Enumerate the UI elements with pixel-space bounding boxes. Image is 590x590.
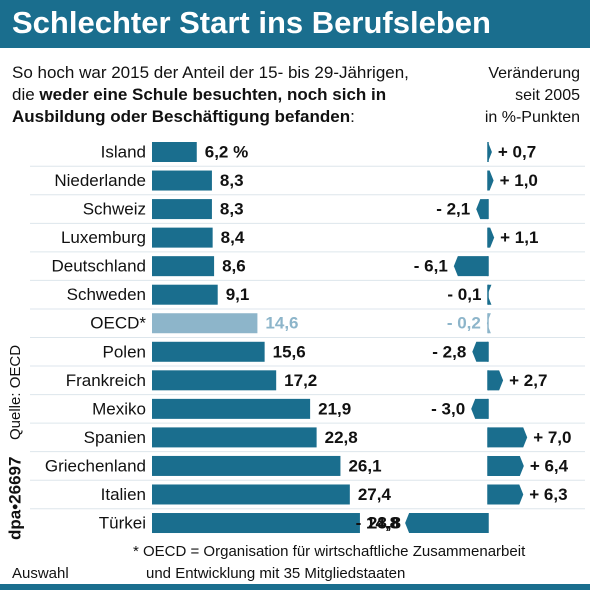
value-label: 27,4	[358, 485, 392, 504]
category-label: Deutschland	[51, 257, 146, 276]
change-bar	[476, 199, 488, 220]
change-label: + 6,3	[529, 485, 567, 504]
subtitle-part: :	[350, 107, 355, 126]
change-bar	[488, 455, 524, 476]
category-label: Mexiko	[92, 399, 146, 418]
value-label: 8,6	[222, 257, 246, 276]
change-bar	[488, 370, 504, 391]
change-header: Veränderung	[488, 65, 580, 82]
category-label: Island	[101, 142, 146, 161]
category-label: Spanien	[84, 428, 146, 447]
subtitle-part: So hoch war 2015 der Anteil der 15- bis …	[12, 63, 409, 82]
bar	[152, 199, 212, 220]
bar	[152, 427, 317, 448]
change-label: - 6,1	[414, 257, 448, 276]
subtitle-part: weder eine Schule besuchten, noch sich i…	[38, 85, 386, 104]
title-bar	[0, 0, 590, 48]
change-bar	[471, 398, 488, 419]
bar	[152, 484, 350, 505]
bar	[152, 398, 311, 419]
category-label: Frankreich	[66, 371, 146, 390]
footnote: und Entwicklung mit 35 Mitgliedstaaten	[146, 565, 405, 582]
change-label: - 3,0	[431, 399, 465, 418]
change-bar	[453, 256, 488, 277]
bottom-bar	[0, 584, 590, 590]
change-bar	[488, 227, 495, 248]
source: Quelle: OECD	[7, 345, 24, 440]
change-label: - 0,2	[447, 314, 481, 333]
change-bar	[472, 341, 488, 362]
bar	[152, 455, 341, 476]
change-header: seit 2005	[515, 87, 580, 104]
value-label: 14,6	[265, 314, 298, 333]
value-label: 8,4	[221, 228, 245, 247]
value-label: 26,1	[348, 456, 381, 475]
change-header: in %-Punkten	[485, 109, 580, 126]
category-label: Italien	[101, 485, 146, 504]
bar	[152, 227, 213, 248]
change-label: - 14,8	[356, 514, 399, 533]
bar	[152, 284, 218, 305]
category-label: Griechenland	[45, 456, 146, 475]
change-label: - 0,1	[447, 285, 481, 304]
bar	[152, 142, 197, 162]
value-label: 28,8	[368, 514, 401, 533]
footnote: * OECD = Organisation für wirtschaftlich…	[133, 543, 526, 560]
category-label: Luxemburg	[61, 228, 146, 247]
change-label: + 1,0	[500, 171, 538, 190]
bar	[152, 513, 360, 534]
change-label: - 2,1	[436, 200, 470, 219]
subtitle: Ausbildung oder Beschäftigung befanden:	[12, 107, 355, 126]
change-label: - 2,8	[432, 342, 466, 361]
credit: dpa•26697	[5, 457, 24, 540]
category-label: Türkei	[99, 514, 146, 533]
value-label: 9,1	[226, 285, 250, 304]
value-label: 8,3	[220, 200, 244, 219]
change-label: + 7,0	[533, 428, 571, 447]
bar	[152, 170, 212, 191]
bar	[152, 341, 265, 362]
subtitle-part: Ausbildung oder Beschäftigung befanden	[12, 107, 350, 126]
subtitle-part: die	[12, 85, 39, 104]
subtitle: So hoch war 2015 der Anteil der 15- bis …	[12, 63, 409, 82]
chart-title: Schlechter Start ins Berufsleben	[12, 5, 491, 40]
bar	[152, 313, 258, 334]
category-label: Schweiz	[83, 200, 146, 219]
change-bar	[488, 427, 528, 448]
value-label: 6,2 %	[205, 142, 248, 161]
bar	[152, 370, 277, 391]
bar	[152, 256, 215, 277]
change-bar	[488, 484, 524, 505]
change-label: + 0,7	[498, 142, 536, 161]
change-bar	[405, 513, 488, 534]
change-label: + 1,1	[500, 228, 538, 247]
change-bar	[487, 142, 492, 162]
category-label: OECD*	[90, 314, 146, 333]
value-label: 17,2	[284, 371, 317, 390]
value-label: 22,8	[325, 428, 358, 447]
change-label: + 2,7	[509, 371, 547, 390]
subtitle: die weder eine Schule besuchten, noch si…	[12, 85, 386, 104]
value-label: 15,6	[273, 342, 306, 361]
change-bar	[488, 170, 494, 191]
note: Auswahl	[12, 565, 69, 582]
category-label: Niederlande	[54, 171, 146, 190]
category-label: Schweden	[67, 285, 146, 304]
category-label: Polen	[103, 342, 146, 361]
value-label: 21,9	[318, 399, 351, 418]
change-label: + 6,4	[530, 456, 569, 475]
value-label: 8,3	[220, 171, 244, 190]
